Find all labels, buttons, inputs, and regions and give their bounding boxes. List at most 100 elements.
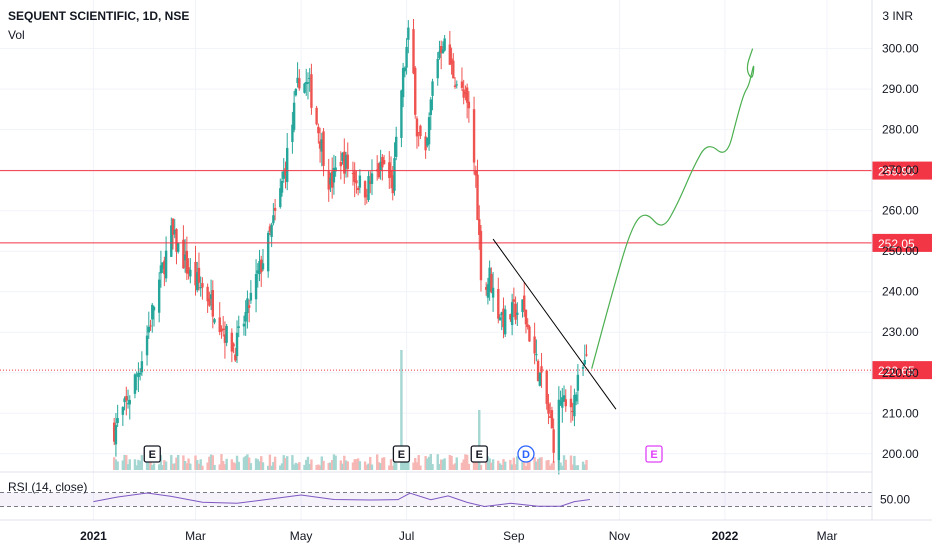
volume-bar <box>197 463 201 470</box>
candle-body <box>163 260 166 275</box>
volume-bar <box>258 461 261 470</box>
candle-body <box>512 299 516 302</box>
candle-body <box>412 29 415 74</box>
volume-bar <box>500 464 503 470</box>
volume-bar <box>479 464 483 470</box>
volume-bar <box>249 463 253 470</box>
volume-bar <box>268 454 272 470</box>
candle-body <box>382 159 386 165</box>
candle-body <box>547 403 550 414</box>
candle-body <box>126 403 130 405</box>
candle-body <box>403 67 407 72</box>
candle-body <box>246 298 249 314</box>
volume-bar <box>145 459 149 470</box>
x-tick-label: 2021 <box>80 529 107 543</box>
rsi-label[interactable]: RSI (14, close) <box>8 480 88 494</box>
candle-body <box>298 78 301 89</box>
volume-bar <box>126 464 130 470</box>
price-level-tag <box>872 233 932 252</box>
volume-bar <box>426 458 429 470</box>
candle-body <box>370 173 374 184</box>
volume-bar <box>436 454 439 470</box>
volume-bar <box>375 454 379 470</box>
candle-body <box>448 44 452 65</box>
candle-body <box>292 102 296 130</box>
y-tick-label: 290.00 <box>882 82 919 96</box>
volume-bar <box>208 456 211 470</box>
volume-bar <box>246 454 249 470</box>
volume-bar <box>211 455 215 470</box>
candle-body <box>258 261 261 275</box>
x-tick-label: Mar <box>817 529 838 543</box>
volume-bar <box>330 460 334 470</box>
volume-bar <box>196 460 199 470</box>
candle-body <box>317 126 320 134</box>
volume-bar <box>351 462 355 470</box>
volume-bar <box>291 455 294 470</box>
volume-bar <box>189 463 192 470</box>
candle-body <box>528 326 531 342</box>
volume-bar <box>183 460 187 470</box>
x-tick-label: Mar <box>185 529 206 543</box>
volume-bar <box>177 454 180 470</box>
candle-body <box>306 82 310 84</box>
event-marker-label: D <box>522 449 530 461</box>
candle-body <box>201 283 204 288</box>
candle-body <box>286 147 289 183</box>
candle-body <box>526 324 529 328</box>
volume-bar <box>133 459 137 470</box>
y-tick-label: 250.00 <box>882 244 919 258</box>
volume-bar <box>545 460 548 470</box>
candle-body <box>573 395 576 417</box>
volume-bar <box>266 465 270 470</box>
volume-bar <box>260 456 263 470</box>
drawings[interactable] <box>492 48 755 410</box>
x-tick-label: Jul <box>399 529 414 543</box>
candle-body <box>443 38 446 51</box>
event-marker-label: E <box>149 449 156 461</box>
volume-bar <box>220 454 223 470</box>
candle-body <box>187 267 190 274</box>
volume-bar <box>161 465 164 470</box>
candle-body <box>173 230 176 234</box>
volume-bar <box>533 457 536 470</box>
volume-bar <box>510 464 514 470</box>
volume-bar <box>358 461 362 470</box>
candle-body <box>504 309 507 335</box>
horizontal-levels[interactable]: 269.90 252.05 220.65 <box>0 161 932 380</box>
candle-body <box>232 343 235 347</box>
candle-body <box>260 259 263 273</box>
volume-bar <box>403 460 407 470</box>
x-tick-label: May <box>290 529 313 543</box>
volume-bar <box>504 461 507 470</box>
volume-bar <box>424 455 427 470</box>
volume-bar <box>254 458 258 470</box>
volume-bar <box>585 459 588 470</box>
chart-title[interactable]: SEQUENT SCIENTIFIC, 1D, NSE <box>8 9 190 23</box>
candle-body <box>401 67 405 98</box>
volume-bar <box>320 456 324 470</box>
candle-body <box>114 425 118 445</box>
volume-bar <box>329 462 332 470</box>
currency-button[interactable]: 3 INR <box>879 8 916 24</box>
volume-bar <box>303 464 306 470</box>
candle-body <box>405 46 408 68</box>
candle-body <box>484 287 488 290</box>
volume-bar <box>388 465 391 470</box>
volume-bar <box>490 462 493 470</box>
volume-bar <box>401 460 405 470</box>
candle-body <box>545 370 548 404</box>
candle-body <box>308 77 311 79</box>
volume-label[interactable]: Vol <box>8 28 25 42</box>
volume-bar <box>332 454 336 470</box>
volume-bar <box>548 465 552 470</box>
candle-body <box>414 67 417 115</box>
volume-bar <box>317 464 320 470</box>
volume-bar <box>367 463 370 470</box>
candle-body <box>330 171 334 188</box>
candle-body <box>439 46 443 54</box>
volume-bar <box>443 458 446 470</box>
